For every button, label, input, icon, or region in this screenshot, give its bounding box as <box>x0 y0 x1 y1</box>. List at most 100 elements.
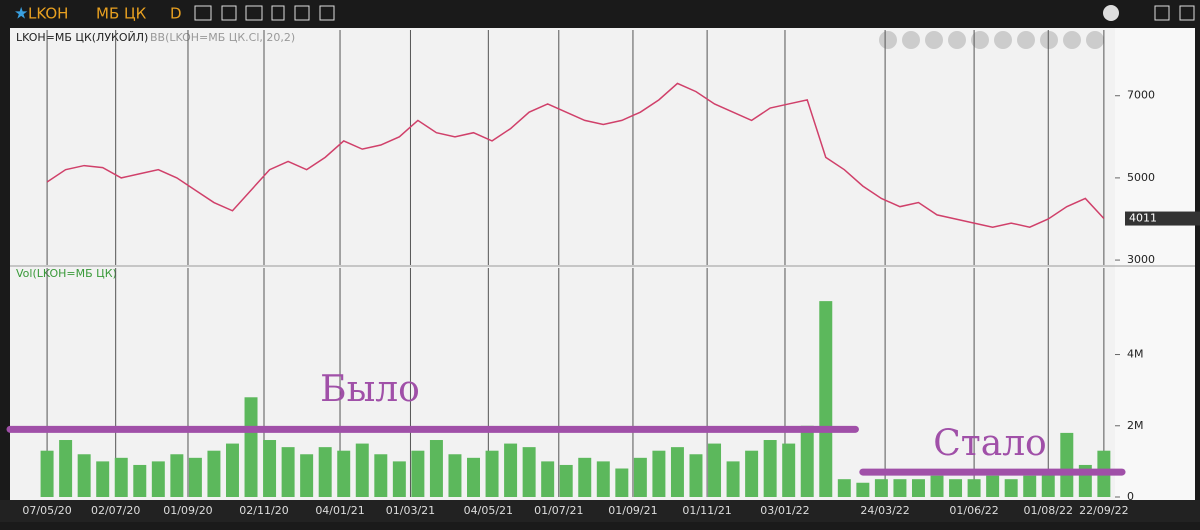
volume-bar <box>467 457 480 497</box>
icon[interactable] <box>1103 5 1119 21</box>
volume-bar <box>652 450 666 497</box>
volume-bar <box>1023 475 1037 497</box>
last-price-label: 4011 <box>1129 212 1157 225</box>
volume-bar <box>429 440 443 497</box>
x-tick-label: 04/01/21 <box>315 504 364 517</box>
volume-bar <box>745 450 759 497</box>
x-tick-label: 02/11/20 <box>239 504 288 517</box>
volume-bar <box>1041 472 1055 497</box>
x-tick-label: 01/03/21 <box>386 504 435 517</box>
date-bar <box>0 500 1200 522</box>
icon[interactable] <box>319 5 335 21</box>
symbol[interactable]: LKOH <box>28 5 68 23</box>
volume-bar <box>374 454 388 497</box>
volume-bar <box>522 447 536 497</box>
volume-bar <box>800 425 814 497</box>
nav-button[interactable] <box>1017 31 1035 49</box>
volume-bar <box>244 397 258 497</box>
nav-button[interactable] <box>994 31 1012 49</box>
nav-button[interactable] <box>948 31 966 49</box>
icon[interactable] <box>1179 5 1195 21</box>
bb-label: BB(LKOH=МБ ЦК.Cl, 20,2) <box>150 31 295 44</box>
volume-bar <box>485 450 499 497</box>
x-tick-label: 01/06/22 <box>949 504 998 517</box>
volume-bar <box>689 454 703 497</box>
y-tick-label: 3000 <box>1127 253 1155 266</box>
x-tick-label: 24/03/22 <box>860 504 909 517</box>
volume-bar <box>578 457 592 497</box>
volume-bar <box>559 464 573 497</box>
nav-button[interactable] <box>925 31 943 49</box>
icon[interactable] <box>245 5 263 21</box>
y-tick-label: 4M <box>1127 348 1144 361</box>
volume-bar <box>596 461 610 497</box>
volume-bar <box>819 301 833 497</box>
nav-button[interactable] <box>971 31 989 49</box>
volume-bar <box>170 454 184 497</box>
x-tick-label: 01/09/20 <box>163 504 212 517</box>
volume-bar <box>40 450 54 497</box>
icon[interactable] <box>194 5 212 21</box>
star[interactable]: ★ <box>14 4 28 23</box>
volume-bar <box>448 454 462 497</box>
period[interactable]: D <box>170 5 182 23</box>
nav-button[interactable] <box>1086 31 1104 49</box>
volume-bar <box>281 447 295 497</box>
x-tick-label: 22/09/22 <box>1079 504 1128 517</box>
volume-bar <box>114 457 128 497</box>
y-tick-label: 7000 <box>1127 89 1155 102</box>
volume-bar <box>151 461 165 497</box>
volume-bar <box>615 468 629 497</box>
nav-button[interactable] <box>1040 31 1058 49</box>
price-title: LKOH=МБ ЦК(ЛУКОЙЛ) <box>16 31 148 44</box>
annotation-text: Было <box>320 369 420 410</box>
volume-bar <box>726 461 740 497</box>
volume-bar <box>504 443 518 497</box>
icon[interactable] <box>294 5 310 21</box>
volume-bar <box>318 447 332 497</box>
y-tick-label: 0 <box>1127 490 1134 503</box>
x-tick-label: 01/09/21 <box>608 504 657 517</box>
volume-bar <box>633 457 647 497</box>
volume-bar <box>837 479 851 497</box>
y-tick-label: 2M <box>1127 419 1144 432</box>
nav-button[interactable] <box>1063 31 1081 49</box>
volume-title: Vol(LKOH=МБ ЦК) <box>16 267 117 280</box>
axis-area <box>1115 28 1195 500</box>
volume-bar <box>77 454 91 497</box>
nav-button[interactable] <box>879 31 897 49</box>
volume-bar <box>986 475 1000 497</box>
volume-bar <box>763 440 777 497</box>
volume-bar <box>337 450 351 497</box>
icon[interactable] <box>271 5 285 21</box>
nav-buttons <box>879 31 1104 49</box>
last-price-box <box>1125 211 1200 226</box>
volume-bar <box>967 479 981 497</box>
volume-bar <box>708 443 722 497</box>
x-tick-label: 02/07/20 <box>91 504 140 517</box>
volume-bar <box>1004 479 1018 497</box>
volume-bar <box>874 479 888 497</box>
volume-bar <box>59 440 73 497</box>
volume-bar <box>263 440 277 497</box>
volume-bar <box>188 457 202 497</box>
volume-bar <box>911 479 925 497</box>
volume-bar <box>930 475 944 497</box>
icon[interactable] <box>1154 5 1170 21</box>
volume-bar <box>392 461 406 497</box>
volume-bar <box>856 482 870 497</box>
volume-bar <box>411 450 425 497</box>
annotation-text: Стало <box>933 423 1046 464</box>
market[interactable]: МБ ЦК <box>96 5 147 23</box>
icon[interactable] <box>221 5 237 21</box>
x-tick-label: 01/07/21 <box>534 504 583 517</box>
nav-button[interactable] <box>902 31 920 49</box>
price-line <box>46 82 1105 228</box>
volume-bar <box>133 464 147 497</box>
x-tick-label: 07/05/20 <box>22 504 71 517</box>
volume-bar <box>355 443 369 497</box>
x-tick-label: 03/01/22 <box>760 504 809 517</box>
volume-bar <box>541 461 555 497</box>
